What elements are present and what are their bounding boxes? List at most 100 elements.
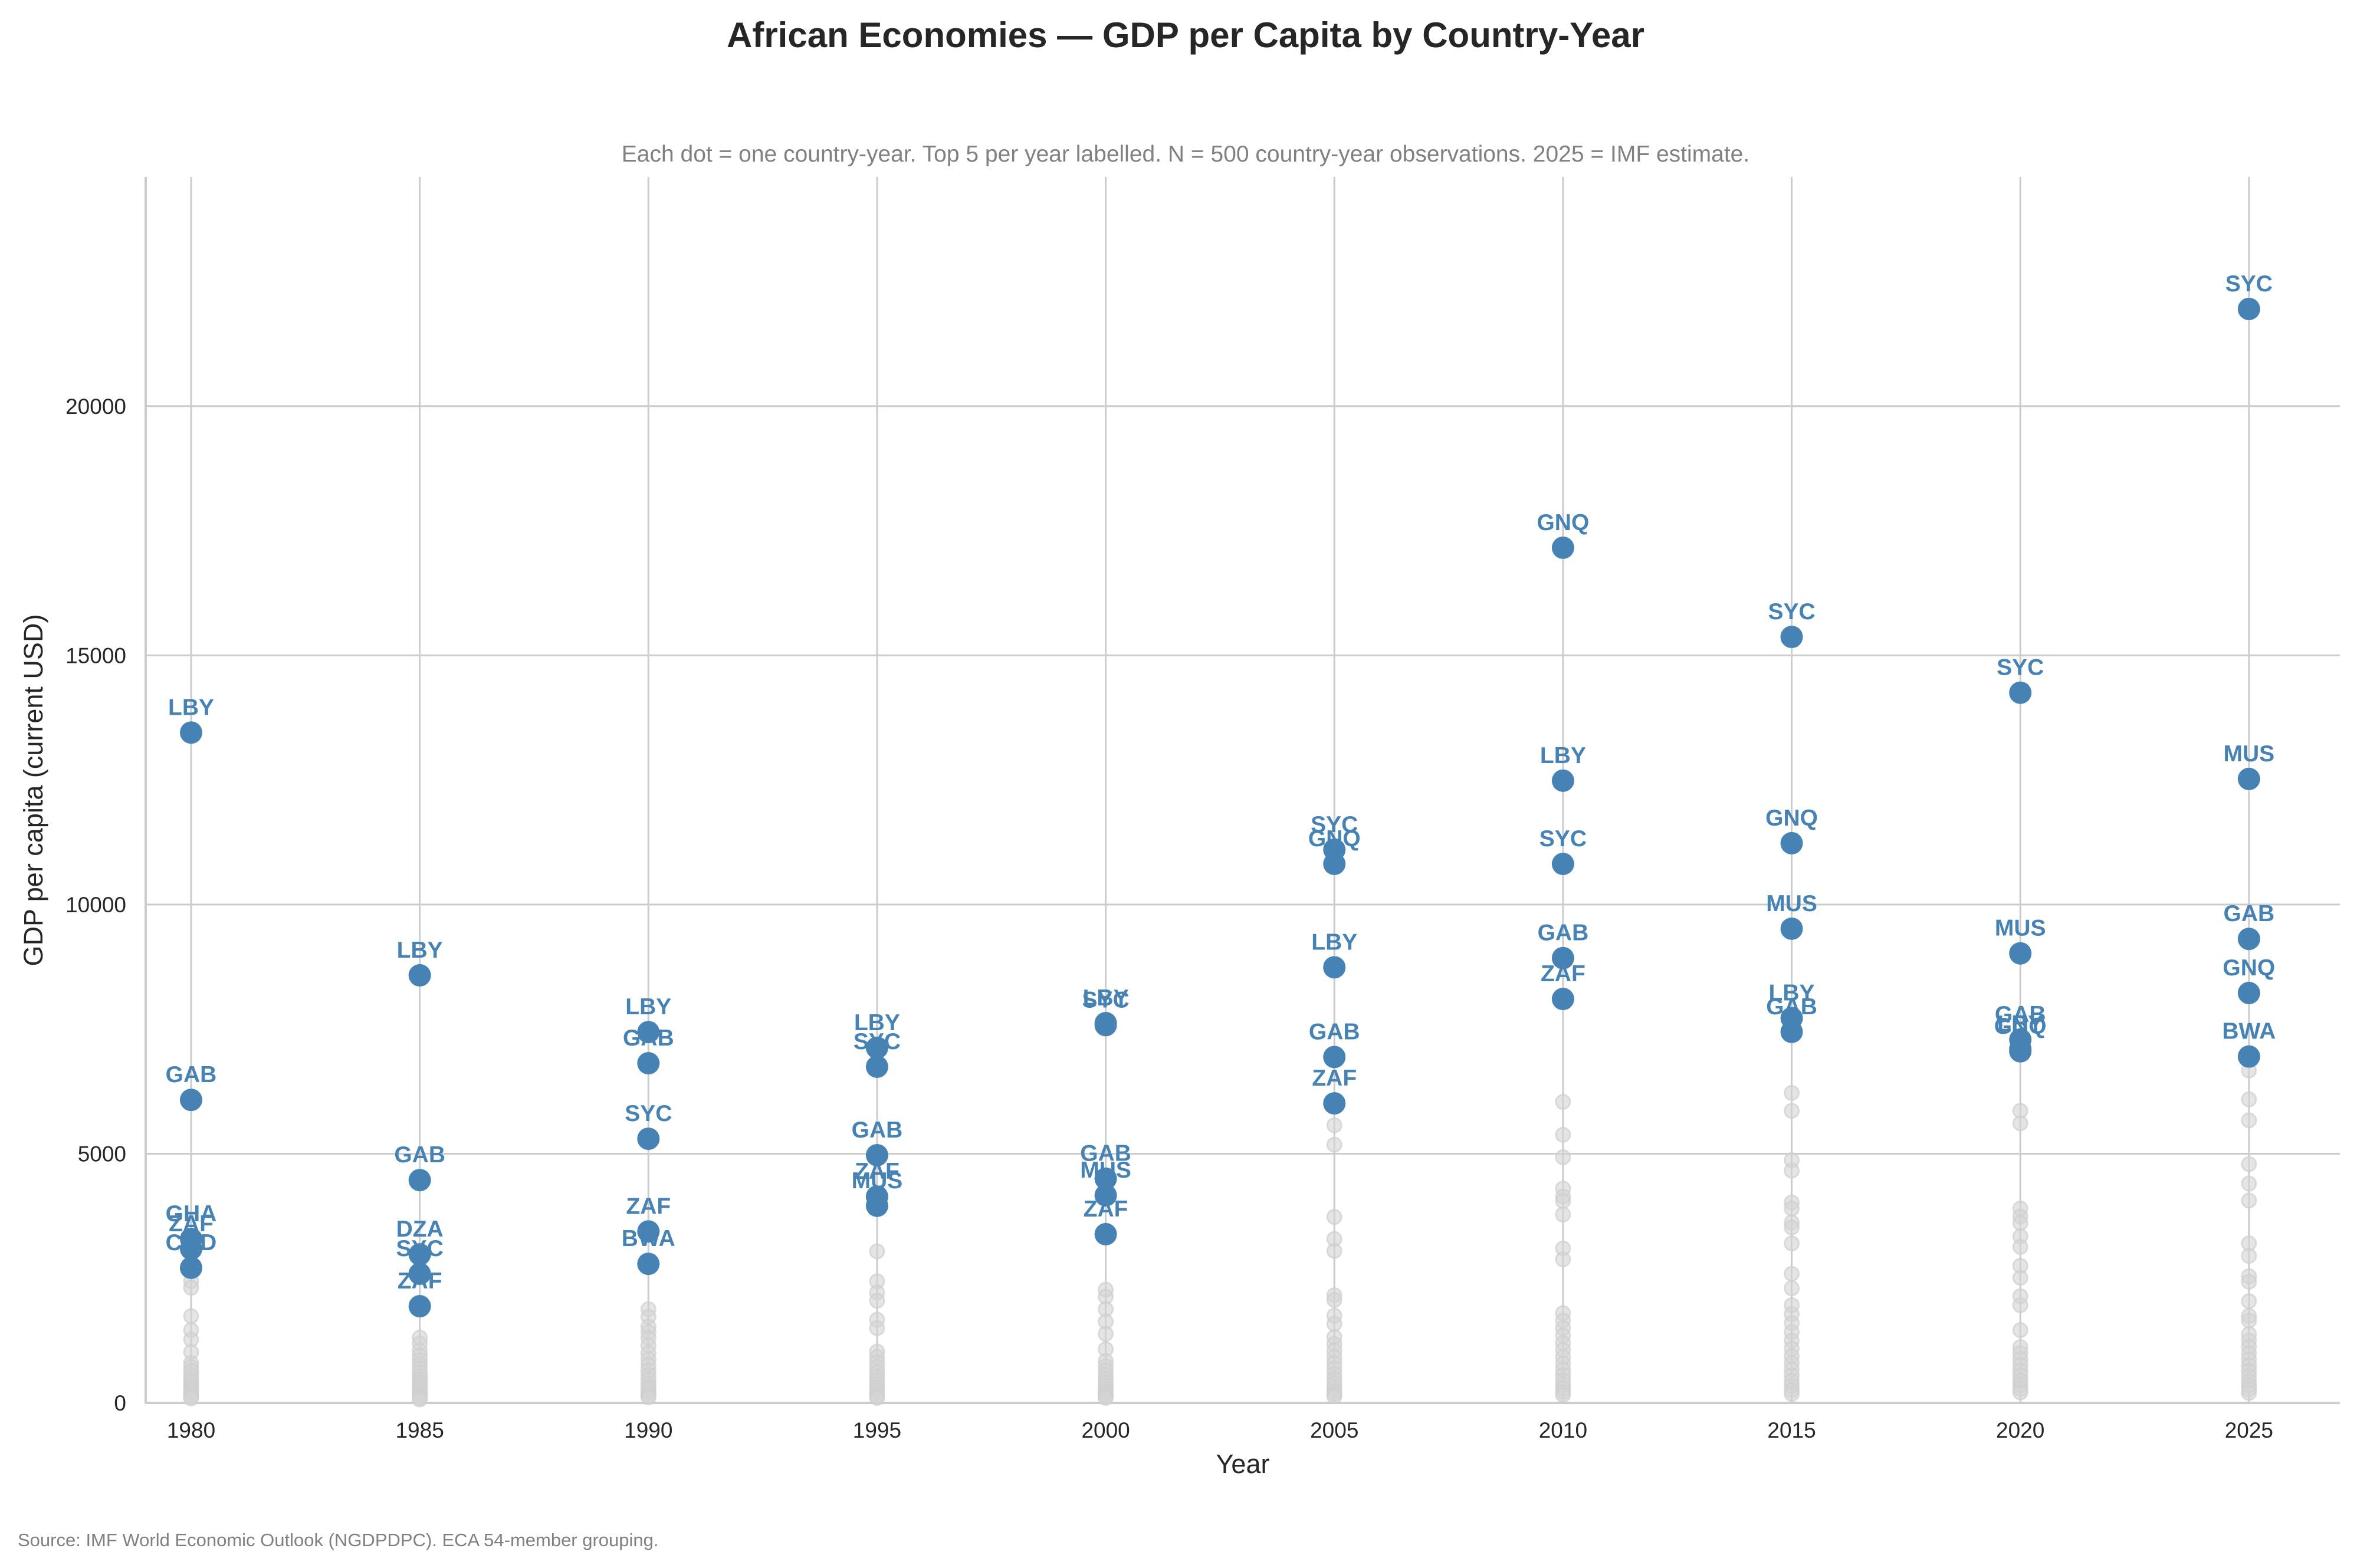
- point-label-zaf-2000: ZAF: [1084, 1196, 1128, 1222]
- point-label-gnq-2005: GNQ: [1308, 826, 1361, 852]
- highlight-point-gab-2025: [2237, 928, 2260, 951]
- highlight-point-lby-1990: [637, 1021, 660, 1044]
- highlight-point-gab-1995: [865, 1143, 888, 1166]
- chart-subtitle: Each dot = one country-year. Top 5 per y…: [622, 142, 1749, 167]
- axes-spines: [145, 177, 2340, 1404]
- x-axis-label: Year: [1216, 1449, 1270, 1479]
- point-label-lby-1990: LBY: [625, 994, 671, 1020]
- background-point: [1784, 1280, 1800, 1297]
- x-tick-label-1990: 1990: [624, 1418, 672, 1442]
- background-point: [2012, 1238, 2028, 1255]
- x-tick-label-2015: 2015: [1767, 1418, 1816, 1442]
- point-label-lby-1985: LBY: [397, 938, 443, 963]
- y-tick-labels: 0 5000 10000 15000 20000: [65, 395, 126, 1415]
- background-point: [2241, 1313, 2257, 1329]
- point-label-gab-2020: GAB: [1995, 1002, 2046, 1027]
- highlight-point-mus-1995: [865, 1194, 888, 1217]
- point-label-lby-2015: LBY: [1769, 981, 1815, 1006]
- background-point: [1555, 1251, 1571, 1268]
- highlight-point-syc-1990: [637, 1127, 660, 1150]
- highlight-point-syc-1985: [408, 1263, 431, 1286]
- highlight-points: [180, 297, 2260, 1318]
- background-point: [869, 1390, 885, 1406]
- point-label-gnq-2015: GNQ: [1765, 806, 1818, 831]
- point-label-zaf-1985: ZAF: [398, 1268, 442, 1294]
- background-point: [2012, 1215, 2028, 1231]
- point-label-mus-2015: MUS: [1766, 891, 1817, 916]
- highlight-point-mus-2020: [2009, 942, 2032, 965]
- highlight-point-gab-2005: [1323, 1046, 1346, 1069]
- point-label-dza-1985: DZA: [396, 1217, 444, 1242]
- point-label-zaf-2005: ZAF: [1312, 1066, 1357, 1091]
- point-label-syc-2025: SYC: [2225, 271, 2273, 297]
- highlight-point-syc-2025: [2237, 297, 2260, 320]
- highlight-point-dza-1985: [408, 1243, 431, 1266]
- point-label-gab-2005: GAB: [1309, 1019, 1360, 1044]
- highlight-point-mus-2000: [1094, 1184, 1117, 1207]
- background-point: [183, 1390, 199, 1406]
- point-label-bwa-2025: BWA: [2222, 1019, 2276, 1044]
- background-point: [1784, 1386, 1800, 1402]
- x-tick-label-2020: 2020: [1996, 1418, 2044, 1442]
- point-label-mus-1995: MUS: [852, 1168, 903, 1194]
- background-point: [183, 1280, 199, 1296]
- background-points: [183, 1062, 2257, 1408]
- chart-title: African Economies — GDP per Capita by Co…: [727, 15, 1644, 55]
- background-point: [1098, 1390, 1114, 1406]
- point-label-lby-1995: LBY: [854, 1010, 900, 1036]
- highlight-point-gnq-2010: [1551, 536, 1574, 559]
- background-point: [2241, 1091, 2257, 1107]
- highlight-point-gnq-2015: [1780, 831, 1803, 854]
- point-label-zaf-1980: ZAF: [169, 1211, 214, 1237]
- point-label-gab-1985: GAB: [394, 1142, 445, 1168]
- highlight-point-gab-2000: [1094, 1167, 1117, 1190]
- highlight-point-lby-1995: [865, 1036, 888, 1059]
- background-point: [2012, 1384, 2028, 1401]
- highlight-point-zaf-1980: [180, 1237, 202, 1260]
- point-label-lby-2005: LBY: [1311, 929, 1357, 955]
- background-point: [1555, 1207, 1571, 1223]
- point-label-gab-1990: GAB: [623, 1025, 674, 1051]
- highlight-point-zaf-2005: [1323, 1092, 1346, 1115]
- background-point: [2241, 1112, 2257, 1129]
- point-label-syc-1985: SYC: [396, 1236, 444, 1261]
- background-point: [1784, 1235, 1800, 1252]
- highlight-point-lby-1985: [408, 964, 431, 987]
- background-point: [869, 1243, 885, 1260]
- x-tick-label-2005: 2005: [1310, 1418, 1358, 1442]
- point-label-lby-2000: LBY: [1083, 985, 1129, 1011]
- highlight-point-bwa-2025: [2237, 1045, 2260, 1068]
- highlight-point-cod-1980: [180, 1256, 202, 1279]
- background-point: [1555, 1386, 1571, 1403]
- highlight-point-syc-2020: [2009, 681, 2032, 704]
- background-point: [1784, 1219, 1800, 1236]
- highlight-point-gnq-2025: [2237, 981, 2260, 1004]
- background-point: [183, 1308, 199, 1324]
- highlight-point-gab-2010: [1551, 946, 1574, 969]
- point-label-syc-2010: SYC: [1539, 826, 1587, 852]
- highlight-point-zaf-1985: [408, 1295, 431, 1318]
- x-tick-label-2010: 2010: [1539, 1418, 1587, 1442]
- background-point: [1326, 1209, 1342, 1225]
- background-point: [2012, 1115, 2028, 1132]
- point-label-gnq-2010: GNQ: [1537, 510, 1589, 535]
- highlight-point-zaf-2010: [1551, 988, 1574, 1011]
- background-point: [2241, 1175, 2257, 1192]
- point-label-zaf-1990: ZAF: [626, 1194, 671, 1219]
- point-label-mus-2000: MUS: [1080, 1158, 1131, 1183]
- point-label-gab-1995: GAB: [852, 1117, 903, 1143]
- x-tick-label-1995: 1995: [853, 1418, 901, 1442]
- highlight-point-syc-1995: [865, 1055, 888, 1078]
- x-tick-label-2000: 2000: [1081, 1418, 1130, 1442]
- background-point: [1555, 1094, 1571, 1110]
- background-point: [1098, 1326, 1114, 1342]
- highlight-point-zaf-2000: [1094, 1222, 1117, 1245]
- background-point: [2241, 1192, 2257, 1209]
- background-point: [869, 1320, 885, 1336]
- background-point: [2012, 1270, 2028, 1286]
- background-point: [2012, 1297, 2028, 1313]
- highlight-labels: LBYGABGHAZAFCODLBYGABDZASYCZAFLBYGABSYCZ…: [166, 271, 2276, 1294]
- highlight-point-zaf-1990: [637, 1220, 660, 1243]
- background-point: [1326, 1136, 1342, 1153]
- background-point: [869, 1293, 885, 1309]
